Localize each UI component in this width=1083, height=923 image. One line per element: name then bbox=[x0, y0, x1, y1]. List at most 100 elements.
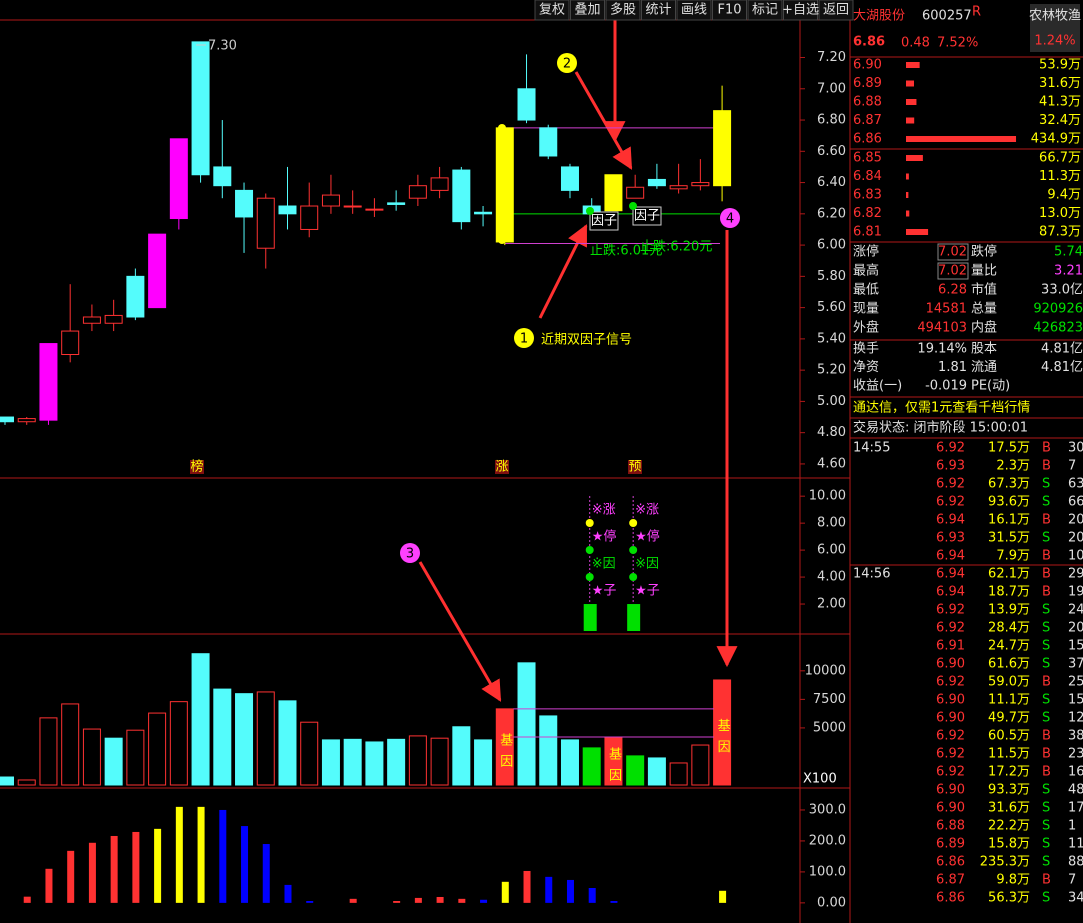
book-bar bbox=[906, 117, 915, 124]
trade-count: 20 bbox=[1068, 621, 1083, 636]
stat-value: 6.28 bbox=[938, 283, 967, 298]
toolbar-button[interactable] bbox=[605, 0, 641, 21]
notice: 通达信，仅需1元查看千档行情 bbox=[853, 400, 1030, 416]
stat-label: 现量 bbox=[853, 302, 879, 317]
volume-bar bbox=[278, 700, 297, 786]
gene-label: 基因 bbox=[715, 718, 731, 760]
candle-body bbox=[191, 41, 210, 176]
trade-count: 29 bbox=[1068, 567, 1083, 582]
y-tick-label: 4.00 bbox=[817, 570, 846, 585]
callout-number: 3 bbox=[406, 547, 414, 562]
indicator-label: ※涨 bbox=[592, 503, 616, 518]
y-tick-label: 6.20 bbox=[817, 206, 846, 221]
toolbar-label[interactable]: 复权 bbox=[539, 2, 565, 18]
indicator-bar bbox=[627, 604, 641, 631]
trade-volume: 60.5万 bbox=[988, 729, 1030, 744]
candle-body bbox=[39, 343, 58, 421]
book-price: 6.85 bbox=[853, 151, 882, 166]
trade-time: 14:56 bbox=[853, 567, 890, 582]
trade-side: B bbox=[1042, 675, 1051, 690]
trade-side: S bbox=[1042, 855, 1050, 870]
y-tick-label: 300.0 bbox=[809, 802, 846, 817]
trade-side: S bbox=[1042, 891, 1050, 906]
y-tick-label: 4.80 bbox=[817, 425, 846, 440]
trade-side: B bbox=[1042, 513, 1051, 528]
volume-bar bbox=[430, 737, 449, 786]
toolbar-label[interactable]: 画线 bbox=[681, 3, 707, 18]
toolbar-label[interactable]: 统计 bbox=[645, 3, 671, 18]
stat-value: 1.81 bbox=[938, 360, 967, 375]
marker-label: 榜 bbox=[190, 459, 203, 475]
y-tick-label: 5.60 bbox=[817, 300, 846, 315]
trade-volume: 2.3万 bbox=[996, 459, 1030, 474]
toolbar-button[interactable] bbox=[783, 0, 818, 21]
bottom-bar bbox=[610, 901, 618, 903]
stat-value: 4.81亿 bbox=[1041, 342, 1083, 357]
panel-text: 600257 bbox=[922, 9, 972, 24]
volume-bar bbox=[213, 688, 232, 786]
trade-count: 7 bbox=[1068, 873, 1076, 888]
candle-body bbox=[452, 169, 471, 223]
bottom-bar bbox=[414, 897, 422, 903]
stat-label: 市值 bbox=[971, 282, 997, 298]
candle-body bbox=[343, 205, 362, 208]
indicator-label: ★停 bbox=[592, 529, 617, 545]
sector-box bbox=[1030, 4, 1080, 52]
marker-box bbox=[628, 460, 642, 474]
candle-body bbox=[82, 316, 101, 324]
trade-count: 20 bbox=[1068, 513, 1083, 528]
toolbar-label[interactable]: F10 bbox=[717, 3, 741, 18]
panel-text: 1.24% bbox=[1034, 34, 1075, 49]
trade-volume: 17.5万 bbox=[988, 441, 1030, 456]
callout-circle bbox=[400, 543, 420, 563]
toolbar-label[interactable]: 叠加 bbox=[574, 3, 600, 18]
toolbar-button[interactable] bbox=[534, 0, 570, 21]
y-tick-label: 4.60 bbox=[817, 456, 846, 471]
volume-bar bbox=[647, 757, 666, 786]
stat-value: 33.0亿 bbox=[1041, 283, 1083, 298]
trade-volume: 59.0万 bbox=[988, 675, 1030, 690]
toolbar-button[interactable] bbox=[570, 0, 605, 21]
trade-price: 6.90 bbox=[936, 657, 965, 672]
volume-bar bbox=[626, 755, 645, 786]
bottom-bar bbox=[45, 868, 53, 903]
trade-volume: 31.5万 bbox=[988, 531, 1030, 546]
book-volume: 9.4万 bbox=[1047, 188, 1081, 203]
volume-bar bbox=[495, 708, 514, 786]
trade-price: 6.92 bbox=[936, 729, 965, 744]
toolbar-button[interactable] bbox=[747, 0, 783, 21]
trade-count: 15 bbox=[1068, 693, 1083, 708]
toolbar-button[interactable] bbox=[641, 0, 676, 21]
trade-volume: 28.4万 bbox=[988, 621, 1030, 636]
bottom-bar bbox=[306, 901, 314, 903]
toolbar-button[interactable] bbox=[712, 0, 747, 21]
toolbar-button[interactable] bbox=[676, 0, 712, 21]
trade-volume: 17.2万 bbox=[988, 765, 1030, 780]
volume-bar bbox=[39, 717, 58, 786]
book-bar bbox=[906, 155, 923, 161]
trade-volume: 24.7万 bbox=[988, 639, 1030, 654]
volume-bar bbox=[82, 728, 101, 786]
book-volume: 53.9万 bbox=[1039, 58, 1081, 73]
panel-text: 大湖股份 bbox=[853, 9, 905, 24]
status: 交易状态: 闭市阶段 15:00:01 bbox=[853, 420, 1028, 436]
toolbar-label[interactable]: 标记 bbox=[752, 3, 778, 18]
toolbar-label[interactable]: 多股 bbox=[610, 2, 636, 18]
y-tick-label: 5000 bbox=[813, 720, 846, 735]
bottom-bar bbox=[436, 896, 444, 903]
trade-count: 16 bbox=[1068, 765, 1083, 780]
factor-label: 因子 bbox=[591, 214, 617, 229]
stat-label: 净资 bbox=[853, 360, 879, 375]
indicator-label: ★子 bbox=[592, 584, 617, 599]
candle-body bbox=[213, 166, 232, 187]
book-price: 6.86 bbox=[853, 132, 882, 147]
y-tick-label: 100.0 bbox=[809, 864, 846, 879]
trade-side: B bbox=[1042, 729, 1051, 744]
trade-side: S bbox=[1042, 711, 1050, 726]
indicator-dot bbox=[585, 546, 594, 554]
toolbar-label[interactable]: 返回 bbox=[823, 3, 849, 18]
trade-side: S bbox=[1042, 621, 1050, 636]
toolbar-button[interactable] bbox=[818, 0, 854, 21]
candle-body bbox=[0, 416, 14, 423]
toolbar-label[interactable]: +自选 bbox=[782, 3, 819, 18]
